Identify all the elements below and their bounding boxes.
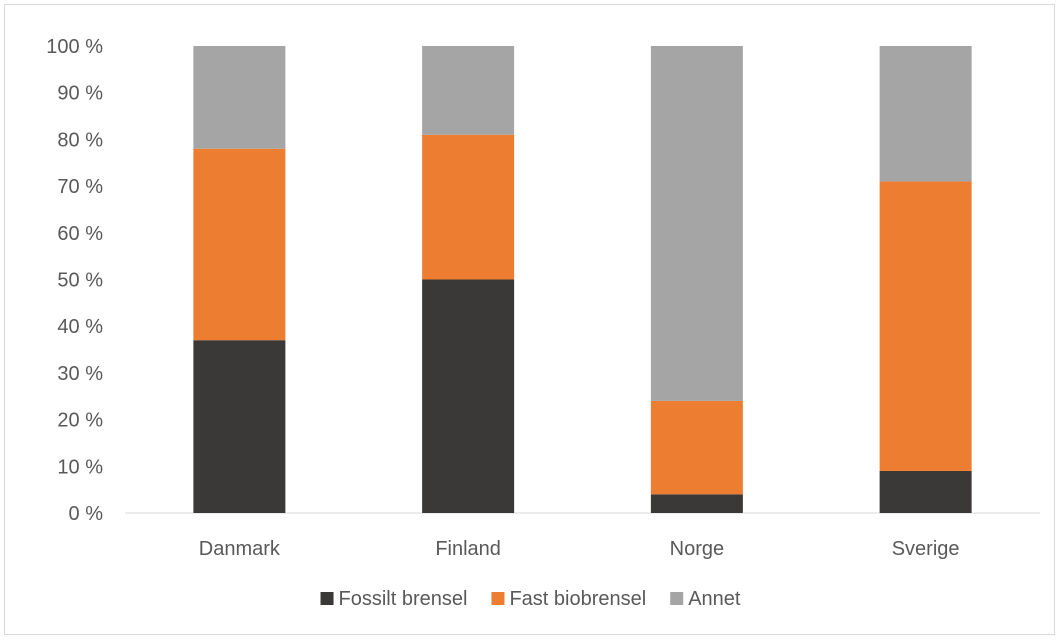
- y-tick-label: 100 %: [46, 36, 103, 58]
- stacked-bar-chart: 0 % 10 % 20 % 30 % 40 % 50 % 60 % 70 % 80 % 90 % 1…: [46, 36, 1040, 610]
- bar-segment: [879, 470, 972, 513]
- legend-label: Annet: [688, 588, 741, 610]
- bar-segment: [422, 46, 515, 135]
- legend-swatch: [670, 592, 684, 605]
- legend-item: Fast biobrensel: [491, 588, 646, 610]
- y-tick-label: 90 %: [57, 83, 103, 105]
- legend-item: Fossilt brensel: [320, 588, 468, 610]
- y-tick-label: 0 %: [69, 503, 104, 525]
- y-tick-label: 70 %: [57, 176, 103, 198]
- legend-label: Fossilt brensel: [339, 588, 468, 610]
- x-tick-label: Finland: [435, 538, 501, 560]
- bar-segment: [193, 46, 286, 149]
- bar-segment: [879, 181, 972, 471]
- bar-segment: [650, 46, 743, 401]
- x-tick-label: Norge: [670, 538, 724, 560]
- bar-segment: [650, 400, 743, 495]
- x-tick-label: Danmark: [199, 538, 281, 560]
- y-tick-label: 30 %: [57, 363, 103, 385]
- legend-item: Annet: [670, 588, 741, 610]
- bar-segment: [193, 340, 286, 513]
- y-tick-label: 20 %: [57, 410, 103, 432]
- bar-segment: [422, 279, 515, 513]
- y-tick-label: 40 %: [57, 316, 103, 338]
- legend-swatch: [491, 592, 505, 605]
- x-axis-tick-labels: Danmark Finland Norge Sverige: [199, 538, 960, 560]
- y-tick-label: 10 %: [57, 456, 103, 478]
- legend: Fossilt brensel Fast biobrensel Annet: [320, 588, 741, 610]
- bar-segment: [193, 148, 286, 341]
- legend-swatch: [320, 592, 334, 605]
- bars: [193, 46, 972, 513]
- y-axis-tick-labels: 0 % 10 % 20 % 30 % 40 % 50 % 60 % 70 % 80 % 90 % 1…: [46, 36, 103, 525]
- y-tick-label: 80 %: [57, 129, 103, 151]
- bar-segment: [650, 494, 743, 513]
- y-tick-label: 50 %: [57, 270, 103, 292]
- chart-frame: 0 % 10 % 20 % 30 % 40 % 50 % 60 % 70 % 80 % 90 % 1…: [4, 4, 1055, 635]
- bar-segment: [879, 46, 972, 182]
- legend-label: Fast biobrensel: [509, 588, 646, 610]
- y-tick-label: 60 %: [57, 223, 103, 245]
- bar-segment: [422, 134, 515, 280]
- x-tick-label: Sverige: [892, 538, 960, 560]
